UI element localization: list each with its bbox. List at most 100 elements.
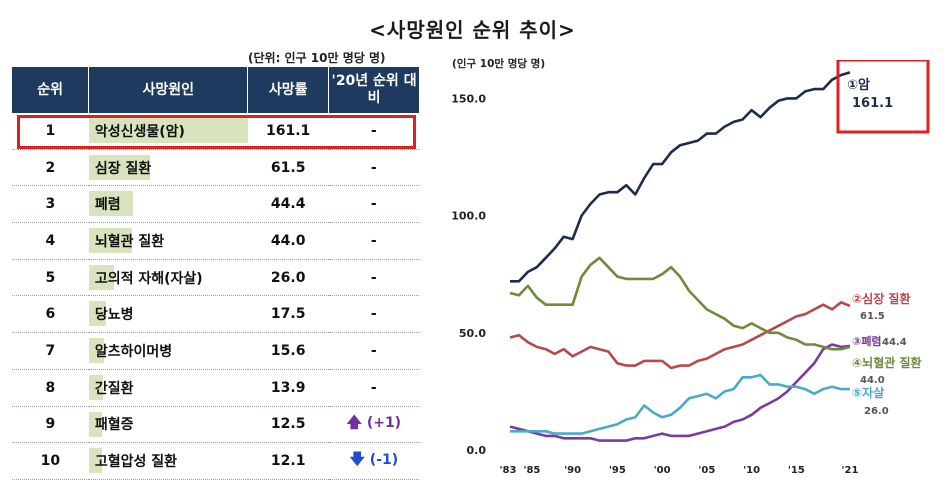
series-line-1 xyxy=(510,71,851,283)
cause-cell: 고혈압성 질환 xyxy=(88,442,248,480)
change-cell: - xyxy=(328,259,419,297)
death-rate-trend-chart: 0.0 50.0 100.0 150.0 '83 '85 '90 '95 '00 '05 '10 '… xyxy=(451,60,930,476)
cause-name: 심장 질환 xyxy=(94,160,152,177)
table-row: 1 악성신생물(암) 161.1- xyxy=(12,113,419,150)
y-tick-label: 50.0 xyxy=(459,327,486,340)
arrow-down-icon: 🡇 xyxy=(349,449,365,468)
table-row: 4 뇌혈관 질환 44.0 - xyxy=(12,222,419,260)
page-title: <사망원인 순위 추이> xyxy=(369,18,576,42)
rank-change-value: (-1) xyxy=(369,451,399,468)
series-name-label: ⑤자살 xyxy=(852,385,884,400)
cause-value-bar xyxy=(88,228,133,254)
header-rate: 사망률 xyxy=(247,67,330,113)
change-cell: - xyxy=(328,295,419,334)
rank-cell: 5 xyxy=(12,259,89,297)
y-tick-label: 100.0 xyxy=(451,210,486,223)
rank-change-value: - xyxy=(370,269,377,286)
series-value-label: 44.0 xyxy=(860,375,885,386)
rate-cell: 17.5 xyxy=(247,295,329,334)
cause-name: 패혈증 xyxy=(94,417,134,434)
arrow-up-icon: 🡅 xyxy=(346,412,362,431)
change-cell: - xyxy=(328,332,419,370)
series-value-label: 44.4 xyxy=(882,337,907,348)
cause-cell: 심장 질환 xyxy=(88,149,248,187)
cause-value-bar xyxy=(88,191,133,217)
table-row: 8 간질환 13.9 - xyxy=(12,369,419,407)
cancer-highlight-box xyxy=(836,60,930,134)
cause-name: 간질환 xyxy=(94,380,134,397)
rank-cell: 10 xyxy=(12,442,89,480)
x-tick-label: '00 xyxy=(654,465,671,476)
rank-cell: 7 xyxy=(12,332,89,370)
series-value-label: 161.1 xyxy=(852,96,893,111)
table-unit-label: (단위: 인구 10만 명당 명) xyxy=(248,51,386,65)
series-value-label: 61.5 xyxy=(860,311,885,322)
series-line-5 xyxy=(510,373,850,435)
chart-ylabel: (인구 10만 명당 명) xyxy=(452,58,546,70)
cause-cell: 당뇨병 xyxy=(88,295,248,334)
cause-value-bar xyxy=(88,118,248,143)
table-row: 7 알츠하이머병 15.6 - xyxy=(12,332,419,370)
rank-cell: 6 xyxy=(12,295,89,334)
rate-cell: 12.1 xyxy=(247,442,329,480)
x-tick-label: '90 xyxy=(564,465,581,476)
rank-change-value: - xyxy=(370,342,377,359)
cause-cell: 뇌혈관 질환 xyxy=(88,222,248,260)
cause-value-bar xyxy=(88,338,105,364)
change-cell: 🡇 (-1) xyxy=(328,442,419,480)
series-name-label: ④뇌혈관 질환 xyxy=(852,355,922,370)
cause-name: 뇌혈관 질환 xyxy=(94,233,165,250)
rate-cell: 12.5 xyxy=(247,406,329,444)
rank-up-indicator: 🡅 (+1) xyxy=(346,412,402,431)
header-rank: 순위 xyxy=(12,67,90,113)
cause-ranking-table: 순위 사망원인 사망률 '20년 순위 대비 1 악성신생물(암) 161.1-2 심… xyxy=(12,67,419,480)
cause-cell: 알츠하이머병 xyxy=(88,332,248,370)
cause-name: 알츠하이머병 xyxy=(94,343,173,360)
rank-cell: 3 xyxy=(12,185,89,224)
rank-change-value: (+1) xyxy=(366,414,402,431)
x-tick-label: '05 xyxy=(698,465,715,476)
x-tick-label: '10 xyxy=(743,465,760,476)
rank-change-value: - xyxy=(370,232,377,249)
y-tick-label: 150.0 xyxy=(451,92,486,105)
change-cell: - xyxy=(328,185,419,224)
table-row: 10 고혈압성 질환 12.1 🡇 (-1) xyxy=(12,442,419,480)
series-value-label: 26.0 xyxy=(864,406,889,417)
rank-cell: 9 xyxy=(12,406,89,444)
cause-cell: 폐렴 xyxy=(88,185,248,224)
rate-cell: 26.0 xyxy=(247,259,329,297)
cause-value-bar xyxy=(88,448,102,474)
cause-name: 고의적 자해(자살) xyxy=(94,270,203,287)
cause-value-bar xyxy=(88,301,107,327)
rank-down-indicator: 🡇 (-1) xyxy=(349,449,399,468)
y-tick-label: 0.0 xyxy=(467,444,487,457)
rank-change-value: - xyxy=(370,122,377,139)
series-line-2 xyxy=(509,301,851,370)
x-tick-label: '83 xyxy=(500,465,517,476)
top-row-highlight-box xyxy=(17,115,416,149)
series-line-4 xyxy=(509,256,851,351)
header-change: '20년 순위 대비 xyxy=(328,67,419,113)
rate-cell: 13.9 xyxy=(247,369,329,407)
rank-cell: 8 xyxy=(12,369,89,407)
table-row: 6 당뇨병 17.5 - xyxy=(12,295,419,334)
cause-name: 고혈압성 질환 xyxy=(94,454,177,471)
cause-value-bar xyxy=(88,154,150,180)
rate-cell: 15.6 xyxy=(247,332,329,370)
cause-value-bar xyxy=(88,264,115,290)
cause-cell: 패혈증 xyxy=(88,406,248,444)
rate-cell: 44.4 xyxy=(247,185,329,224)
x-tick-label: '85 xyxy=(523,465,540,476)
table-row: 2 심장 질환 61.5 - xyxy=(12,149,419,187)
change-cell: - xyxy=(328,113,419,150)
cause-name: 악성신생물(암) xyxy=(94,123,185,140)
cause-cell: 악성신생물(암) xyxy=(88,113,248,150)
cause-cell: 고의적 자해(자살) xyxy=(88,259,248,297)
change-cell: - xyxy=(328,149,419,187)
rank-change-value: - xyxy=(370,159,377,176)
change-cell: - xyxy=(328,369,419,407)
rank-change-value: - xyxy=(370,306,377,323)
rate-cell: 61.5 xyxy=(247,149,329,187)
series-name-label: ②심장 질환 xyxy=(852,291,911,306)
change-cell: 🡅 (+1) xyxy=(328,406,419,444)
